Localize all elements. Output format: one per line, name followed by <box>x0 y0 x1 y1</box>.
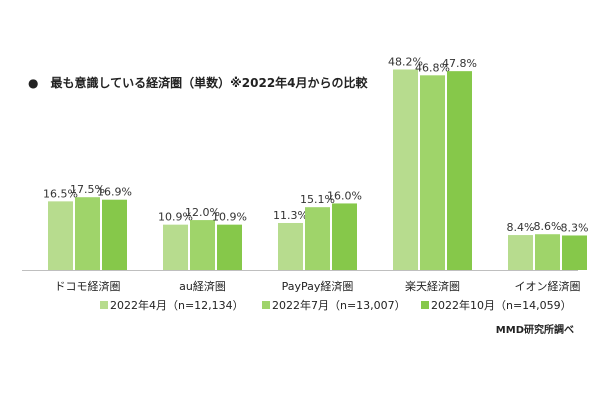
legend-swatch-0 <box>100 301 108 309</box>
data-label-4-0: 8.4% <box>507 221 535 234</box>
data-label-0-0: 16.5% <box>43 187 78 200</box>
data-label-0-2: 16.9% <box>97 186 132 199</box>
bar-0-0 <box>48 201 73 270</box>
source-note: MMD研究所調べ <box>495 325 574 336</box>
data-label-0-1: 17.5% <box>70 183 105 196</box>
data-label-1-1: 12.0% <box>185 206 220 219</box>
x-tick-label-0: ドコモ経済圏 <box>55 279 121 293</box>
data-label-1-2: 10.9% <box>212 211 247 224</box>
x-tick-label-1: au経済圏 <box>179 279 226 293</box>
bar-4-2 <box>562 235 587 270</box>
bar-2-0 <box>278 222 303 270</box>
data-label-3-0: 48.2% <box>388 55 423 68</box>
bar-1-2 <box>217 224 242 270</box>
data-label-3-2: 47.8% <box>442 57 477 70</box>
bar-3-2 <box>447 71 472 270</box>
bar-0-1 <box>75 197 100 270</box>
data-label-3-1: 46.8% <box>415 61 450 74</box>
data-label-2-0: 11.3% <box>273 209 308 222</box>
legend-label-0: 2022年4月（n=12,134） <box>110 298 244 312</box>
data-label-4-1: 8.6% <box>534 220 562 233</box>
bar-4-1 <box>535 234 560 270</box>
bar-3-0 <box>393 69 418 270</box>
x-tick-label-2: PayPay経済圏 <box>282 279 354 293</box>
data-label-4-2: 8.3% <box>561 221 589 234</box>
bar-3-1 <box>420 75 445 270</box>
data-label-1-0: 10.9% <box>158 211 193 224</box>
legend-label-2: 2022年10月（n=14,059） <box>431 298 572 312</box>
x-tick-label-4: イオン経済圏 <box>515 279 581 293</box>
bar-1-0 <box>163 224 188 270</box>
x-tick-label-3: 楽天経済圏 <box>405 279 460 293</box>
bar-4-0 <box>508 235 533 270</box>
bar-2-1 <box>305 207 330 270</box>
legend-swatch-2 <box>421 301 429 309</box>
chart-title: ● 最も意識している経済圏（単数）※2022年4月からの比較 <box>28 76 368 90</box>
bar-1-1 <box>190 220 215 270</box>
data-label-2-1: 15.1% <box>300 193 335 206</box>
legend-swatch-1 <box>262 301 270 309</box>
bar-2-2 <box>332 203 357 270</box>
bar-0-2 <box>102 199 127 270</box>
legend-label-1: 2022年7月（n=13,007） <box>272 298 406 312</box>
data-label-2-2: 16.0% <box>327 189 362 202</box>
